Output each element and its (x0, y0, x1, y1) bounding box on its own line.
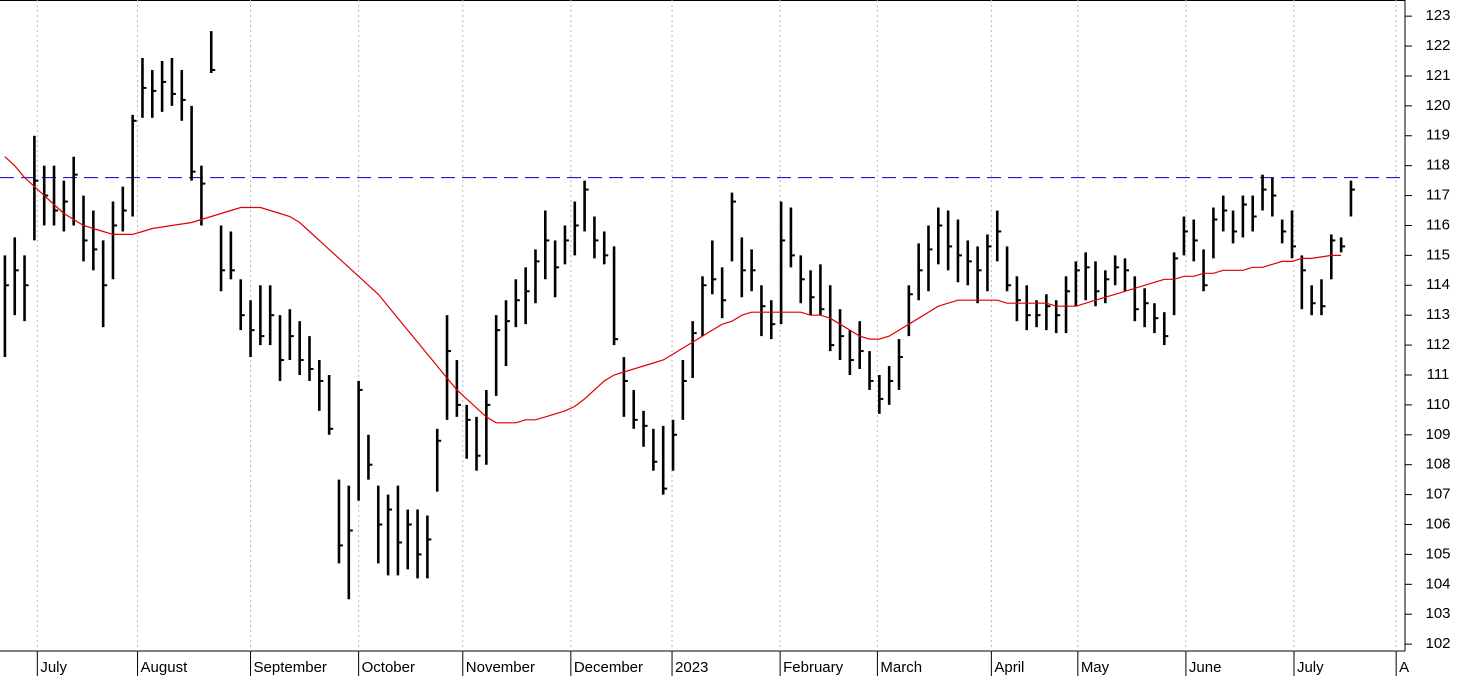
x-tick-label: October (362, 659, 415, 676)
y-tick-label: 106 (1425, 515, 1450, 532)
x-tick-label: September (254, 659, 327, 676)
x-tick-label: April (994, 659, 1024, 676)
y-tick-label: 117 (1426, 187, 1450, 204)
y-tick-label: 123 (1425, 7, 1450, 24)
x-tick-label: August (141, 659, 189, 676)
x-tick-label: November (466, 659, 535, 676)
y-tick-label: 108 (1425, 456, 1450, 473)
y-tick-label: 102 (1425, 635, 1450, 652)
y-tick-label: 114 (1426, 276, 1450, 293)
y-tick-label: 111 (1427, 366, 1450, 383)
y-tick-label: 120 (1425, 97, 1450, 114)
x-tick-label: 2023 (675, 659, 708, 676)
y-tick-label: 119 (1426, 127, 1450, 144)
y-tick-label: 118 (1426, 157, 1450, 174)
x-tick-label: May (1081, 659, 1110, 676)
x-tick-label: June (1189, 659, 1222, 676)
y-tick-label: 121 (1425, 67, 1450, 84)
x-tick-label: March (880, 659, 922, 676)
y-tick-label: 104 (1425, 575, 1450, 592)
y-tick-label: 113 (1426, 306, 1450, 323)
y-tick-label: 107 (1425, 486, 1450, 503)
y-tick-label: 105 (1425, 545, 1450, 562)
y-tick-label: 112 (1426, 336, 1450, 353)
y-tick-label: 103 (1425, 605, 1450, 622)
moving-average-line (4, 156, 1342, 424)
y-tick-label: 116 (1426, 216, 1450, 233)
x-tick-label: February (783, 659, 844, 676)
y-tick-label: 115 (1426, 246, 1450, 263)
x-tick-label: December (574, 659, 643, 676)
x-tick-label: A (1399, 659, 1409, 676)
x-tick-label: July (40, 659, 67, 676)
y-tick-label: 110 (1426, 396, 1450, 413)
x-tick-label: July (1297, 659, 1324, 676)
y-tick-label: 122 (1425, 37, 1450, 54)
y-tick-label: 109 (1425, 426, 1450, 443)
